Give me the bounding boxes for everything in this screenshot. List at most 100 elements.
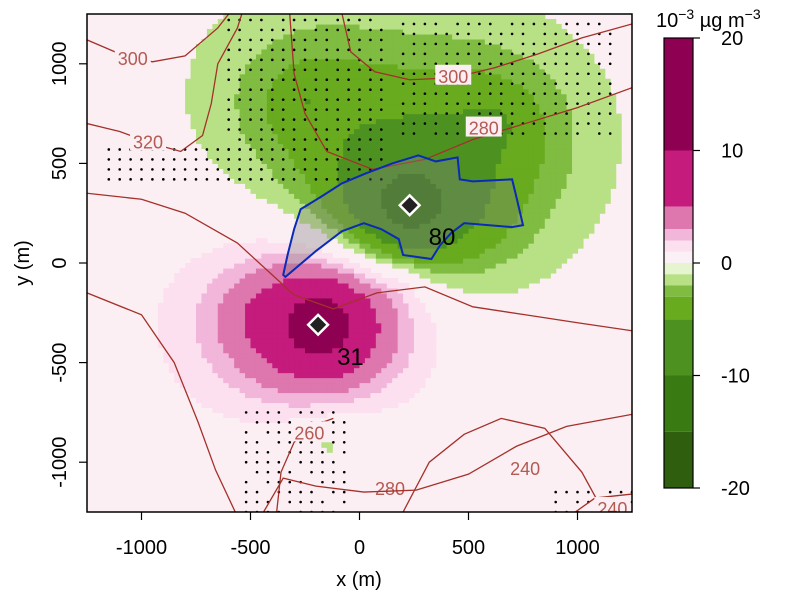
heatmap-cell — [544, 238, 551, 244]
heatmap-cell — [364, 138, 371, 145]
heatmap-cell — [337, 317, 344, 324]
heatmap-cell — [305, 317, 312, 324]
heatmap-cell — [196, 123, 203, 130]
heatmap-cell — [370, 198, 377, 204]
heatmap-cell — [408, 128, 415, 135]
heatmap-cell — [277, 352, 284, 359]
heatmap-cell — [294, 58, 301, 65]
heatmap-cell — [533, 48, 540, 55]
heatmap-cell — [196, 98, 203, 105]
heatmap-cell — [370, 277, 377, 284]
heatmap-cell — [375, 33, 382, 40]
heatmap-cell — [348, 123, 355, 130]
heatmap-cell — [245, 158, 252, 164]
heatmap-cell — [305, 73, 312, 80]
heatmap-cell — [495, 73, 502, 80]
heatmap-cell — [217, 352, 224, 359]
heatmap-cell — [239, 18, 246, 25]
heatmap-cell — [343, 317, 350, 324]
heatmap-cell — [539, 233, 546, 239]
heatmap-cell — [332, 267, 339, 274]
heatmap-cell — [523, 253, 530, 259]
heatmap-cell — [528, 133, 535, 140]
heatmap-cell — [517, 277, 524, 284]
heatmap-cell — [588, 83, 595, 90]
heatmap-cell — [294, 213, 301, 219]
heatmap-cell — [348, 188, 355, 194]
heatmap-cell — [501, 258, 508, 264]
heatmap-cell — [582, 98, 589, 105]
heatmap-cell — [217, 312, 224, 319]
heatmap-cell — [392, 277, 399, 284]
heatmap-cell — [593, 153, 600, 160]
heatmap-cell — [370, 18, 377, 25]
heatmap-cell — [424, 327, 431, 334]
heatmap-cell — [245, 382, 252, 389]
heatmap-cell — [517, 148, 524, 155]
heatmap-cell — [299, 377, 306, 384]
heatmap-cell — [343, 88, 350, 95]
heatmap-cell — [386, 327, 393, 334]
heatmap-cell — [283, 387, 290, 394]
heatmap-cell — [223, 158, 230, 164]
heatmap-cell — [255, 68, 262, 75]
heatmap-cell — [332, 223, 339, 229]
heatmap-cell — [550, 138, 557, 145]
heatmap-cell — [544, 83, 551, 90]
heatmap-cell — [261, 297, 268, 304]
heatmap-cell — [533, 203, 540, 209]
heatmap-cell — [408, 58, 415, 65]
heatmap-cell — [479, 73, 486, 80]
heatmap-cell — [523, 48, 530, 55]
heatmap-cell — [550, 63, 557, 70]
heatmap-cell — [610, 98, 617, 105]
heatmap-cell — [245, 18, 252, 25]
heatmap-cell — [255, 297, 262, 304]
heatmap-cell — [512, 108, 519, 115]
heatmap-cell — [419, 272, 426, 279]
heatmap-cell — [523, 33, 530, 40]
heatmap-cell — [457, 203, 464, 209]
heatmap-cell — [255, 38, 262, 45]
heatmap-cell — [217, 287, 224, 294]
heatmap-cell — [343, 23, 350, 30]
heatmap-cell — [397, 233, 404, 239]
heatmap-cell — [343, 53, 350, 60]
heatmap-cell — [228, 312, 235, 319]
heatmap-cell — [354, 347, 361, 354]
heatmap-cell — [446, 228, 453, 234]
heatmap-cell — [561, 103, 568, 110]
heatmap-cell — [277, 258, 284, 264]
heatmap-cell — [381, 243, 388, 249]
heatmap-cell — [332, 63, 339, 70]
heatmap-cell — [582, 233, 589, 239]
heatmap-cell — [326, 292, 333, 299]
heatmap-cell — [343, 327, 350, 334]
heatmap-cell — [408, 168, 415, 174]
heatmap-cell — [544, 148, 551, 155]
heatmap-cell — [403, 332, 410, 339]
heatmap-cell — [321, 53, 328, 60]
heatmap-cell — [250, 297, 257, 304]
heatmap-cell — [381, 158, 388, 164]
heatmap-cell — [370, 387, 377, 394]
heatmap-cell — [435, 263, 442, 269]
heatmap-cell — [315, 23, 322, 30]
heatmap-cell — [261, 123, 268, 130]
heatmap-cell — [228, 108, 235, 115]
heatmap-cell — [294, 332, 301, 339]
heatmap-cell — [381, 93, 388, 100]
heatmap-cell — [245, 108, 252, 115]
heatmap-cell — [566, 83, 573, 90]
heatmap-cell — [359, 43, 366, 50]
heatmap-cell — [468, 168, 475, 174]
heatmap-cell — [185, 317, 192, 324]
heatmap-cell — [364, 372, 371, 379]
heatmap-cell — [566, 53, 573, 60]
heatmap-cell — [555, 208, 562, 214]
heatmap-cell — [315, 287, 322, 294]
heatmap-cell — [593, 68, 600, 75]
heatmap-cell — [332, 387, 339, 394]
heatmap-cell — [457, 48, 464, 55]
heatmap-cell — [332, 218, 339, 224]
